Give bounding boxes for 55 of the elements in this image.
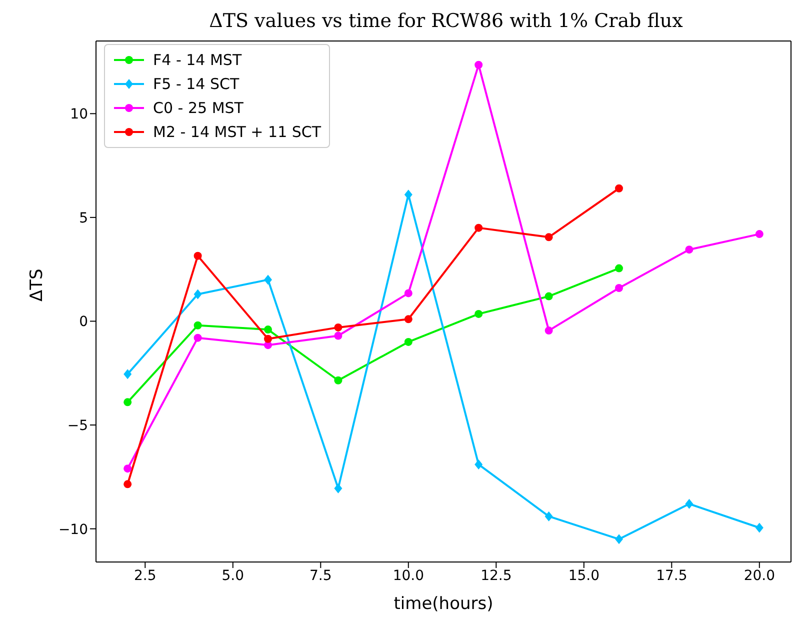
y-tick-label: −5	[67, 418, 88, 434]
point	[264, 334, 272, 343]
x-tick-label: 7.5	[310, 568, 332, 584]
x-tick-label: 10.0	[392, 568, 424, 584]
legend-label: M2 - 14 MST + 11 SCT	[153, 122, 322, 143]
point	[544, 292, 553, 300]
point	[544, 511, 553, 522]
point	[334, 483, 342, 494]
point	[474, 310, 483, 318]
y-tick-label: −10	[58, 522, 88, 538]
legend-label: C0 - 25 MST	[153, 98, 244, 119]
point	[194, 334, 202, 342]
point	[685, 246, 694, 254]
x-tick-label: 2.5	[134, 568, 156, 584]
point	[334, 376, 342, 384]
legend-label: F5 - 14 SCT	[153, 74, 240, 95]
x-tick-label: 12.5	[480, 568, 512, 584]
point	[404, 289, 412, 298]
point	[474, 459, 483, 470]
point	[124, 480, 132, 488]
y-tick-label: 10	[70, 106, 88, 123]
point	[264, 326, 272, 334]
point	[755, 230, 764, 238]
point	[544, 233, 553, 242]
x-tick-label: 20.0	[744, 568, 775, 584]
point	[474, 224, 483, 232]
point	[544, 326, 553, 335]
legend-label: F4 - 14 MST	[153, 50, 242, 71]
y-tick-label: 5	[79, 210, 88, 226]
point	[404, 338, 412, 346]
x-tick-label: 5.0	[222, 568, 244, 584]
x-axis-title: time(hours)	[394, 594, 494, 614]
point	[194, 289, 202, 300]
x-tick-label: 15.0	[568, 568, 600, 584]
y-axis-title: ΔTS	[27, 268, 48, 302]
point	[334, 323, 342, 332]
point	[615, 264, 624, 272]
point	[124, 464, 132, 473]
x-tick-label: 17.5	[656, 568, 688, 584]
y-tick-label: 0	[79, 314, 88, 330]
point	[685, 498, 694, 509]
point	[334, 332, 342, 340]
point	[615, 534, 624, 544]
point	[474, 60, 483, 69]
point	[404, 190, 412, 200]
point	[615, 184, 624, 192]
chart-title: ΔTS values vs time for RCW86 with 1% Crab flux	[208, 10, 684, 32]
point	[194, 321, 202, 330]
point	[404, 315, 412, 324]
point	[124, 369, 132, 380]
point	[615, 284, 624, 292]
point	[755, 522, 764, 533]
point	[264, 274, 272, 285]
point	[194, 252, 202, 260]
point	[124, 398, 132, 406]
